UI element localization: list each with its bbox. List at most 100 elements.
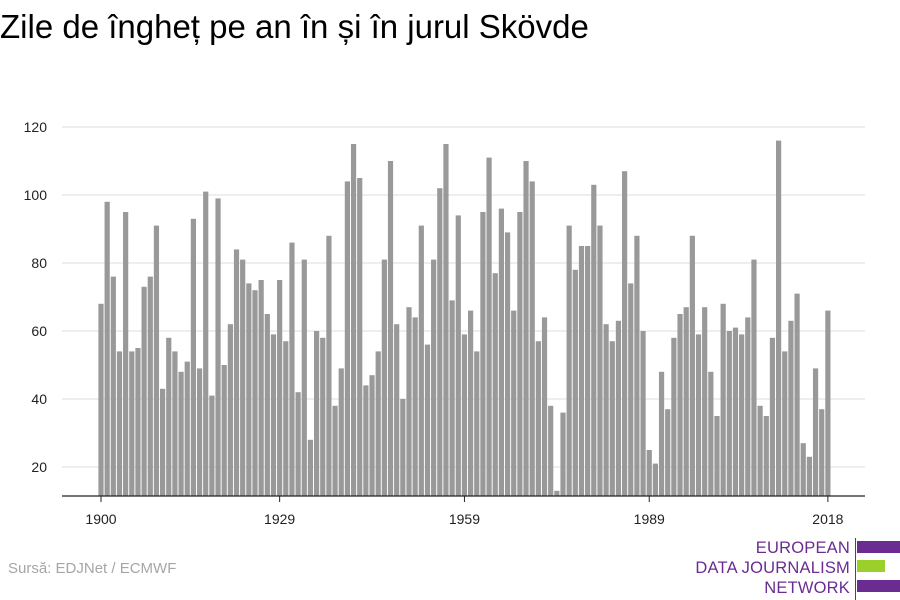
bar	[671, 337, 677, 496]
bar	[215, 198, 221, 496]
bar	[141, 286, 147, 496]
bar	[640, 331, 646, 496]
y-tick-label: 100	[24, 187, 48, 203]
bar	[123, 212, 129, 496]
bar	[794, 293, 800, 496]
logo-text-network: NETWORK	[764, 579, 850, 597]
bar	[511, 310, 517, 496]
bar	[548, 405, 554, 496]
bar	[400, 399, 406, 496]
bar	[326, 235, 332, 497]
bar	[221, 365, 227, 496]
bar	[819, 409, 825, 496]
bar	[104, 201, 110, 497]
bar	[406, 307, 412, 496]
bar	[523, 161, 529, 496]
bar	[350, 144, 357, 496]
logo-text-european: EUROPEAN	[755, 539, 850, 557]
bar	[375, 351, 381, 496]
bar	[591, 184, 597, 497]
bar	[147, 276, 153, 496]
bar	[418, 225, 424, 496]
bar	[757, 405, 763, 496]
y-tick-label: 120	[24, 119, 48, 135]
bar	[652, 463, 658, 496]
x-tick-label: 1929	[264, 511, 295, 527]
bar	[461, 334, 468, 496]
bar	[246, 283, 252, 496]
bar	[363, 385, 369, 496]
logo-bar-top	[857, 541, 900, 553]
bar	[160, 388, 166, 496]
y-tick-label: 80	[31, 255, 47, 271]
bar	[190, 218, 196, 497]
bar	[289, 242, 295, 496]
bar	[800, 443, 806, 496]
bar	[702, 307, 708, 496]
bar	[751, 259, 757, 496]
bar	[603, 324, 609, 496]
bar	[178, 371, 184, 496]
bar	[658, 371, 665, 496]
bar	[665, 409, 671, 496]
bar	[196, 368, 203, 496]
edjnet-logo[interactable]: EUROPEAN DATA JOURNALISM NETWORK	[695, 536, 900, 600]
bar	[726, 331, 732, 496]
bar	[541, 317, 548, 496]
bar	[474, 351, 480, 496]
bar	[504, 232, 511, 496]
bar	[314, 331, 320, 496]
bar	[424, 344, 431, 496]
bar	[806, 456, 812, 496]
bar	[98, 303, 104, 496]
bar	[769, 337, 776, 496]
bar	[745, 317, 751, 496]
bars	[98, 140, 831, 497]
y-axis-tick-labels: 20 40 60 80 100 120	[24, 119, 48, 475]
logo-divider	[855, 538, 856, 600]
bar	[689, 235, 695, 497]
bar	[369, 375, 375, 496]
bar	[258, 280, 264, 496]
bar	[622, 171, 628, 496]
x-tick-label: 1900	[85, 511, 116, 527]
bar	[431, 259, 437, 496]
bar	[517, 212, 523, 496]
bar	[578, 246, 585, 496]
bar	[320, 337, 326, 496]
bar	[129, 351, 135, 496]
x-tick-label: 2018	[812, 511, 843, 527]
bar	[628, 283, 634, 496]
bar	[277, 280, 283, 496]
bar	[166, 337, 172, 496]
bar	[720, 303, 726, 496]
bar	[825, 310, 831, 496]
bar	[338, 368, 344, 496]
bar	[357, 178, 363, 496]
bar	[468, 310, 474, 496]
bar	[572, 269, 578, 496]
bar	[437, 188, 443, 496]
x-tick-label: 1989	[634, 511, 665, 527]
bar	[739, 334, 745, 496]
bar	[776, 140, 782, 496]
bar	[252, 290, 258, 496]
bar	[763, 416, 769, 496]
logo-text-data-journalism: DATA JOURNALISM	[695, 559, 850, 577]
source-note: Sursă: EDJNet / ECMWF	[8, 560, 177, 577]
bar	[443, 144, 449, 496]
bar	[301, 259, 307, 496]
bar	[714, 416, 720, 496]
bar	[788, 320, 794, 496]
bar	[270, 334, 277, 496]
bar	[110, 276, 116, 496]
bar	[344, 181, 350, 496]
bar	[332, 405, 338, 496]
bar	[203, 191, 209, 496]
bar	[634, 235, 640, 497]
x-tick-label: 1959	[449, 511, 480, 527]
bar	[683, 307, 689, 496]
bar	[708, 371, 714, 496]
bar	[695, 334, 702, 496]
